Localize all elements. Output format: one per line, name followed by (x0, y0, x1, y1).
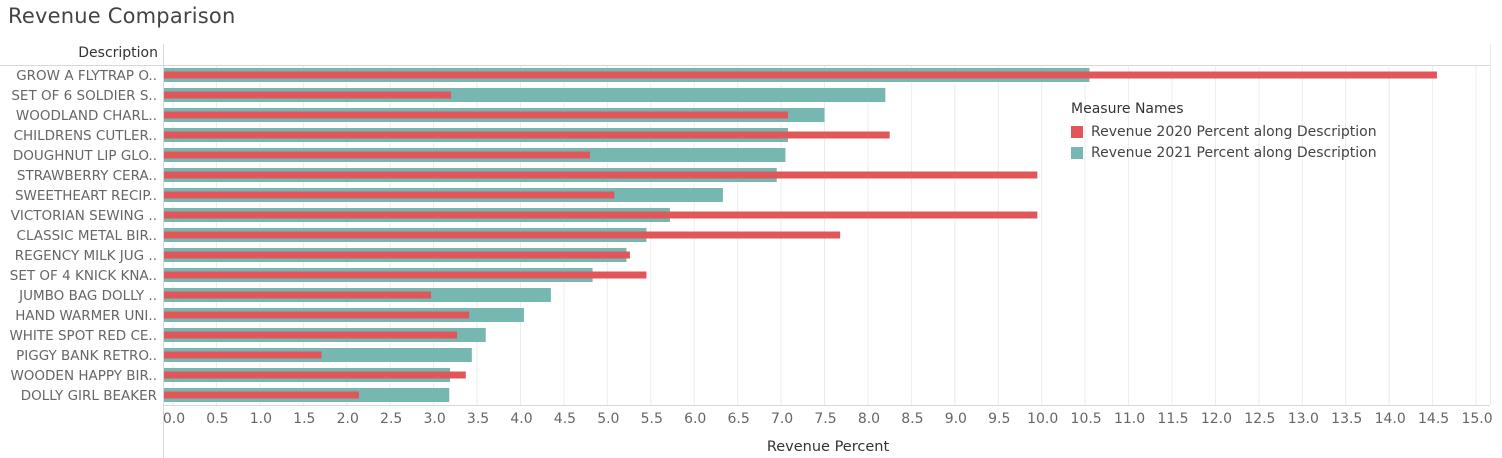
row-label: WHITE SPOT RED CE.. (9, 328, 157, 344)
bar-2020 (164, 131, 890, 139)
x-tick-label: 3.5 (467, 411, 489, 427)
x-tick-label: 2.5 (380, 411, 402, 427)
x-tick-label: 2.0 (337, 411, 359, 427)
x-tick-label: 6.5 (728, 411, 750, 427)
row-label: CLASSIC METAL BIR.. (17, 228, 157, 244)
bar-2020 (164, 231, 841, 239)
bar-2020 (164, 91, 451, 99)
bar-2020 (164, 211, 1038, 219)
x-tick-label: 5.5 (641, 411, 663, 427)
bar-2020 (164, 111, 789, 119)
bar-2020 (164, 271, 647, 279)
x-tick-label: 3.0 (423, 411, 445, 427)
row-label: SET OF 6 SOLDIER S.. (11, 88, 157, 104)
row-label: DOLLY GIRL BEAKER (21, 388, 157, 404)
x-tick-label: 15.0 (1461, 411, 1492, 427)
x-tick-label: 14.5 (1418, 411, 1449, 427)
bar-2020 (164, 291, 432, 299)
x-tick-label: 4.0 (510, 411, 532, 427)
x-tick-label: 1.0 (250, 411, 272, 427)
chart-title: Revenue Comparison (8, 4, 236, 28)
row-label: REGENCY MILK JUG .. (15, 248, 157, 264)
row-label: WOODLAND CHARL.. (16, 108, 157, 124)
bar-2020 (164, 71, 1437, 79)
legend-swatch-2021 (1071, 146, 1083, 159)
x-tick-label: 9.0 (945, 411, 967, 427)
x-tick-label: 5.0 (597, 411, 619, 427)
x-tick-label: 4.5 (554, 411, 576, 427)
x-tick-label: 0.5 (206, 411, 228, 427)
legend-item-2021[interactable]: Revenue 2021 Percent along Description (1071, 142, 1377, 163)
bar-2020 (164, 331, 458, 339)
x-tick-label: 1.5 (293, 411, 315, 427)
legend-item-2020[interactable]: Revenue 2020 Percent along Description (1071, 121, 1377, 142)
row-label: SET OF 4 KNICK KNA.. (10, 268, 157, 284)
x-axis-title: Revenue Percent (767, 439, 890, 455)
bar-2020 (164, 351, 322, 359)
row-label: DOUGHNUT LIP GLO.. (13, 148, 157, 164)
legend-title: Measure Names (1071, 101, 1184, 117)
row-label: HAND WARMER UNI.. (15, 308, 157, 324)
legend: Measure Names Revenue 2020 Percent along… (1071, 101, 1377, 163)
legend-label-2021: Revenue 2021 Percent along Description (1091, 144, 1377, 161)
x-tick-label: 12.5 (1244, 411, 1275, 427)
bar-2020 (164, 371, 466, 379)
bar-2020 (164, 151, 590, 159)
row-label: VICTORIAN SEWING .. (11, 208, 157, 224)
x-tick-label: 10.5 (1071, 411, 1102, 427)
x-tick-label: 10.0 (1027, 411, 1058, 427)
x-tick-label: 8.0 (858, 411, 880, 427)
x-tick-label: 11.0 (1114, 411, 1145, 427)
row-header-label: Description (78, 45, 158, 61)
row-label: WOODEN HAPPY BIR.. (10, 368, 157, 384)
x-tick-label: 9.5 (988, 411, 1010, 427)
row-label: SWEETHEART RECIP.. (15, 188, 157, 204)
row-label: STRAWBERRY CERA.. (17, 168, 157, 184)
row-label: PIGGY BANK RETRO.. (16, 348, 157, 364)
x-tick-label: 6.0 (684, 411, 706, 427)
row-label: CHILDRENS CUTLER.. (14, 128, 157, 144)
legend-swatch-2020 (1071, 125, 1083, 138)
row-label: JUMBO BAG DOLLY .. (18, 288, 157, 304)
bar-2020 (164, 391, 359, 399)
x-tick-label: 13.5 (1331, 411, 1362, 427)
x-tick-label: 14.0 (1375, 411, 1406, 427)
legend-label-2020: Revenue 2020 Percent along Description (1091, 123, 1377, 140)
x-tick-label: 8.5 (901, 411, 923, 427)
bar-2020 (164, 251, 630, 259)
x-tick-label: 7.5 (814, 411, 836, 427)
x-tick-label: 7.0 (771, 411, 793, 427)
bar-2020 (164, 311, 470, 319)
x-tick-label: 13.0 (1288, 411, 1319, 427)
x-tick-label: 0.0 (163, 411, 185, 427)
row-label: GROW A FLYTRAP O.. (16, 68, 157, 84)
x-tick-label: 11.5 (1157, 411, 1188, 427)
bar-2020 (164, 191, 615, 199)
x-tick-label: 12.0 (1201, 411, 1232, 427)
bar-2020 (164, 171, 1038, 179)
